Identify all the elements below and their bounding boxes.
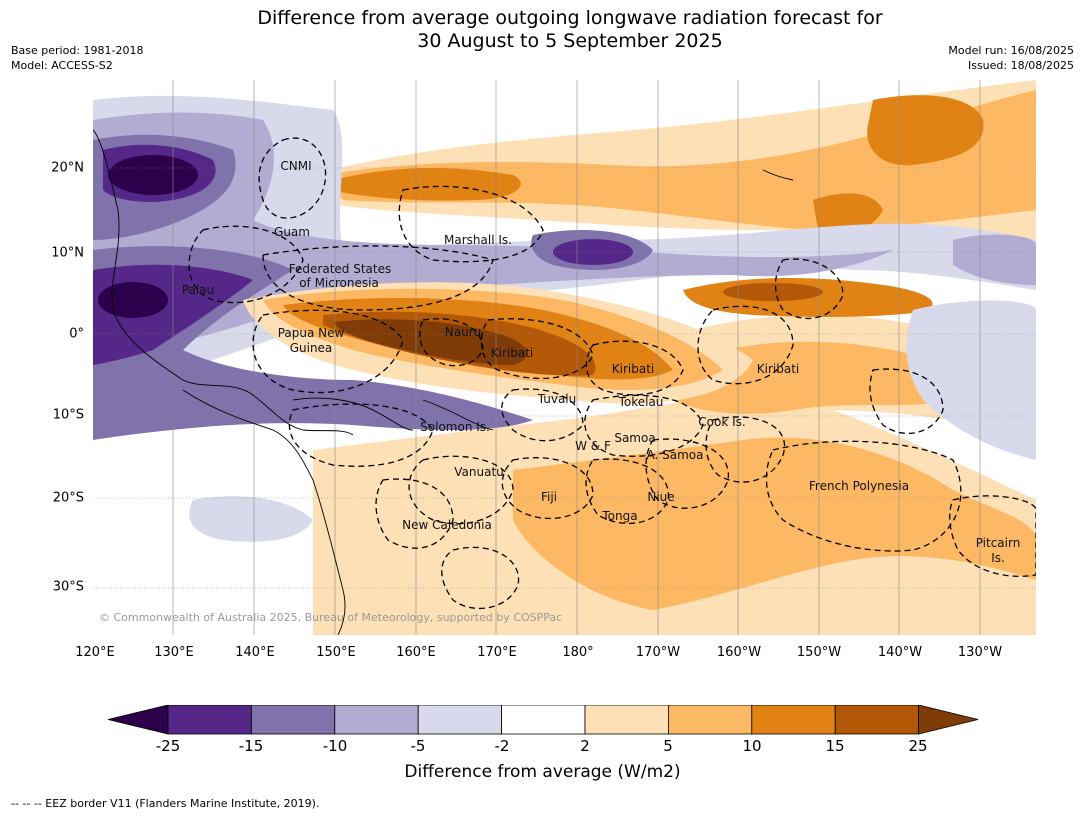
label-tonga: Tonga (602, 509, 638, 523)
meta-left: Base period: 1981-2018 Model: ACCESS-S2 (11, 43, 143, 73)
model-run: Model run: 16/08/2025 (948, 44, 1074, 57)
label-palau: Palau (181, 283, 215, 297)
colorbar-segment-7 (668, 705, 753, 735)
label-new-caledonia: New Caledonia (402, 518, 492, 532)
colorbar-extend-min (108, 705, 169, 735)
map-panel: © Commonwealth of Australia 2025, Bureau… (93, 80, 1036, 635)
colorbar-tick: -25 (155, 737, 181, 755)
graticule-meridians (172, 80, 981, 635)
label-fsm-line1: Federated States (288, 262, 392, 276)
anomaly-region-east-eq-brown (723, 283, 823, 301)
colorbar-tick: 10 (742, 737, 762, 755)
colorbar-segment-2 (250, 705, 336, 735)
label-marshall-is: Marshall Is. (444, 233, 512, 247)
colorbar-tick: -10 (322, 737, 348, 755)
label-kiribati-east: Kiribati (756, 362, 800, 376)
label-fiji: Fiji (540, 490, 558, 504)
label-tuvalu: Tuvalu (537, 392, 577, 406)
label-samoa: Samoa (614, 431, 656, 445)
issued-date: Issued: 18/08/2025 (967, 59, 1074, 72)
label-fsm-line2: of Micronesia (299, 276, 379, 290)
meta-right: Model run: 16/08/2025 Issued: 18/08/2025 (948, 43, 1074, 73)
lon-tick-130e: 130°E (154, 645, 194, 660)
chart-title: Difference from average outgoing longwav… (0, 7, 1085, 53)
label-png-line1: Papua New (277, 326, 345, 340)
colorbar-segment-1 (167, 705, 252, 735)
olr-anomaly-map: © Commonwealth of Australia 2025, Bureau… (93, 80, 1036, 635)
label-tokelau: Tokelau (618, 395, 664, 409)
colorbar-tick: 15 (825, 737, 845, 755)
anomaly-region-west-purple-core (98, 282, 168, 318)
colorbar-segment-8 (751, 705, 836, 735)
label-cnmi: CNMI (280, 159, 312, 173)
label-niue: Niue (647, 490, 675, 504)
base-period: Base period: 1981-2018 (11, 44, 144, 57)
anomaly-region-north-dark-orange-3 (813, 193, 883, 234)
label-kiribati-west: Kiribati (490, 346, 534, 360)
label-american-samoa: A. Samoa (646, 448, 704, 462)
anomaly-region-south-orange (513, 437, 1036, 610)
colorbar-label: Difference from average (W/m2) (404, 762, 681, 782)
copyright-text: © Commonwealth of Australia 2025, Bureau… (99, 611, 562, 624)
lat-tick-30s: 30°S (52, 579, 84, 595)
colorbar-segment-9 (834, 705, 920, 735)
colorbar-tick: 5 (663, 737, 673, 755)
title-line-2: 30 August to 5 September 2025 (417, 30, 723, 52)
label-french-polynesia: French Polynesia (808, 479, 910, 493)
colorbar-segment-4 (417, 705, 503, 735)
anomaly-region-central-purple-deep (553, 239, 633, 265)
colorbar-segment-5 (501, 705, 586, 735)
label-pitcairn-line2: Is. (991, 551, 1005, 565)
anomaly-region-east-purple (906, 300, 1036, 460)
colorbar-tick: -15 (238, 737, 264, 755)
label-guam: Guam (274, 225, 310, 239)
anomaly-region-sw-purple (189, 496, 313, 542)
colorbar-tick: -5 (410, 737, 426, 755)
lon-tick-130w: 130°W (957, 645, 1003, 660)
anomaly-region-equatorial-deep-brown (333, 319, 527, 365)
lon-tick-150w: 150°W (796, 645, 842, 660)
anomaly-region-north-dark-orange-1 (333, 168, 521, 201)
eez-borders (188, 137, 1036, 610)
lat-tick-10n: 10°N (51, 245, 84, 261)
coastlines (93, 129, 794, 635)
label-nauru: Nauru (444, 325, 482, 339)
colorbar-segment-6 (584, 705, 669, 735)
lon-tick-160w: 160°W (716, 645, 762, 660)
colorbar-tick: -2 (494, 737, 510, 755)
colorbar-extend-max (918, 705, 979, 735)
label-cook-is: Cook Is. (698, 415, 746, 429)
lat-tick-20s: 20°S (52, 490, 84, 506)
label-vanuatu: Vanuatu (454, 465, 504, 479)
lon-tick-170w: 170°W (635, 645, 681, 660)
colorbar-tick: 2 (580, 737, 590, 755)
colorbar-tick: 25 (908, 737, 928, 755)
label-png-line2: Guinea (289, 341, 333, 355)
eez-footnote: -- -- -- EEZ border V11 (Flanders Marine… (11, 797, 320, 810)
lon-tick-140w: 140°W (877, 645, 923, 660)
lon-tick-180: 180° (562, 645, 594, 660)
label-kiribati-central: Kiribati (611, 362, 655, 376)
lon-tick-140e: 140°E (235, 645, 275, 660)
model-name: Model: ACCESS-S2 (11, 59, 113, 72)
label-pitcairn-line1: Pitcairn (975, 536, 1021, 550)
title-line-1: Difference from average outgoing longwav… (257, 7, 883, 29)
lat-tick-20n: 20°N (51, 160, 84, 176)
anomaly-region-east-purple-mid (953, 234, 1036, 285)
lon-tick-170e: 170°E (477, 645, 517, 660)
lon-tick-150e: 150°E (316, 645, 356, 660)
colorbar (108, 705, 979, 735)
colorbar-segment-3 (334, 705, 419, 735)
lat-tick-10s: 10°S (52, 407, 84, 423)
label-wallis-futuna: W & F (575, 439, 611, 453)
lon-tick-120e: 120°E (75, 645, 115, 660)
anomaly-region-north-dark-orange-2 (867, 95, 984, 166)
lon-tick-160e: 160°E (396, 645, 436, 660)
lat-tick-0: 0° (69, 326, 84, 342)
label-solomon-is: Solomon Is. (420, 420, 490, 434)
graticule (93, 167, 1036, 589)
anomaly-region-north-purple-core (108, 155, 198, 195)
